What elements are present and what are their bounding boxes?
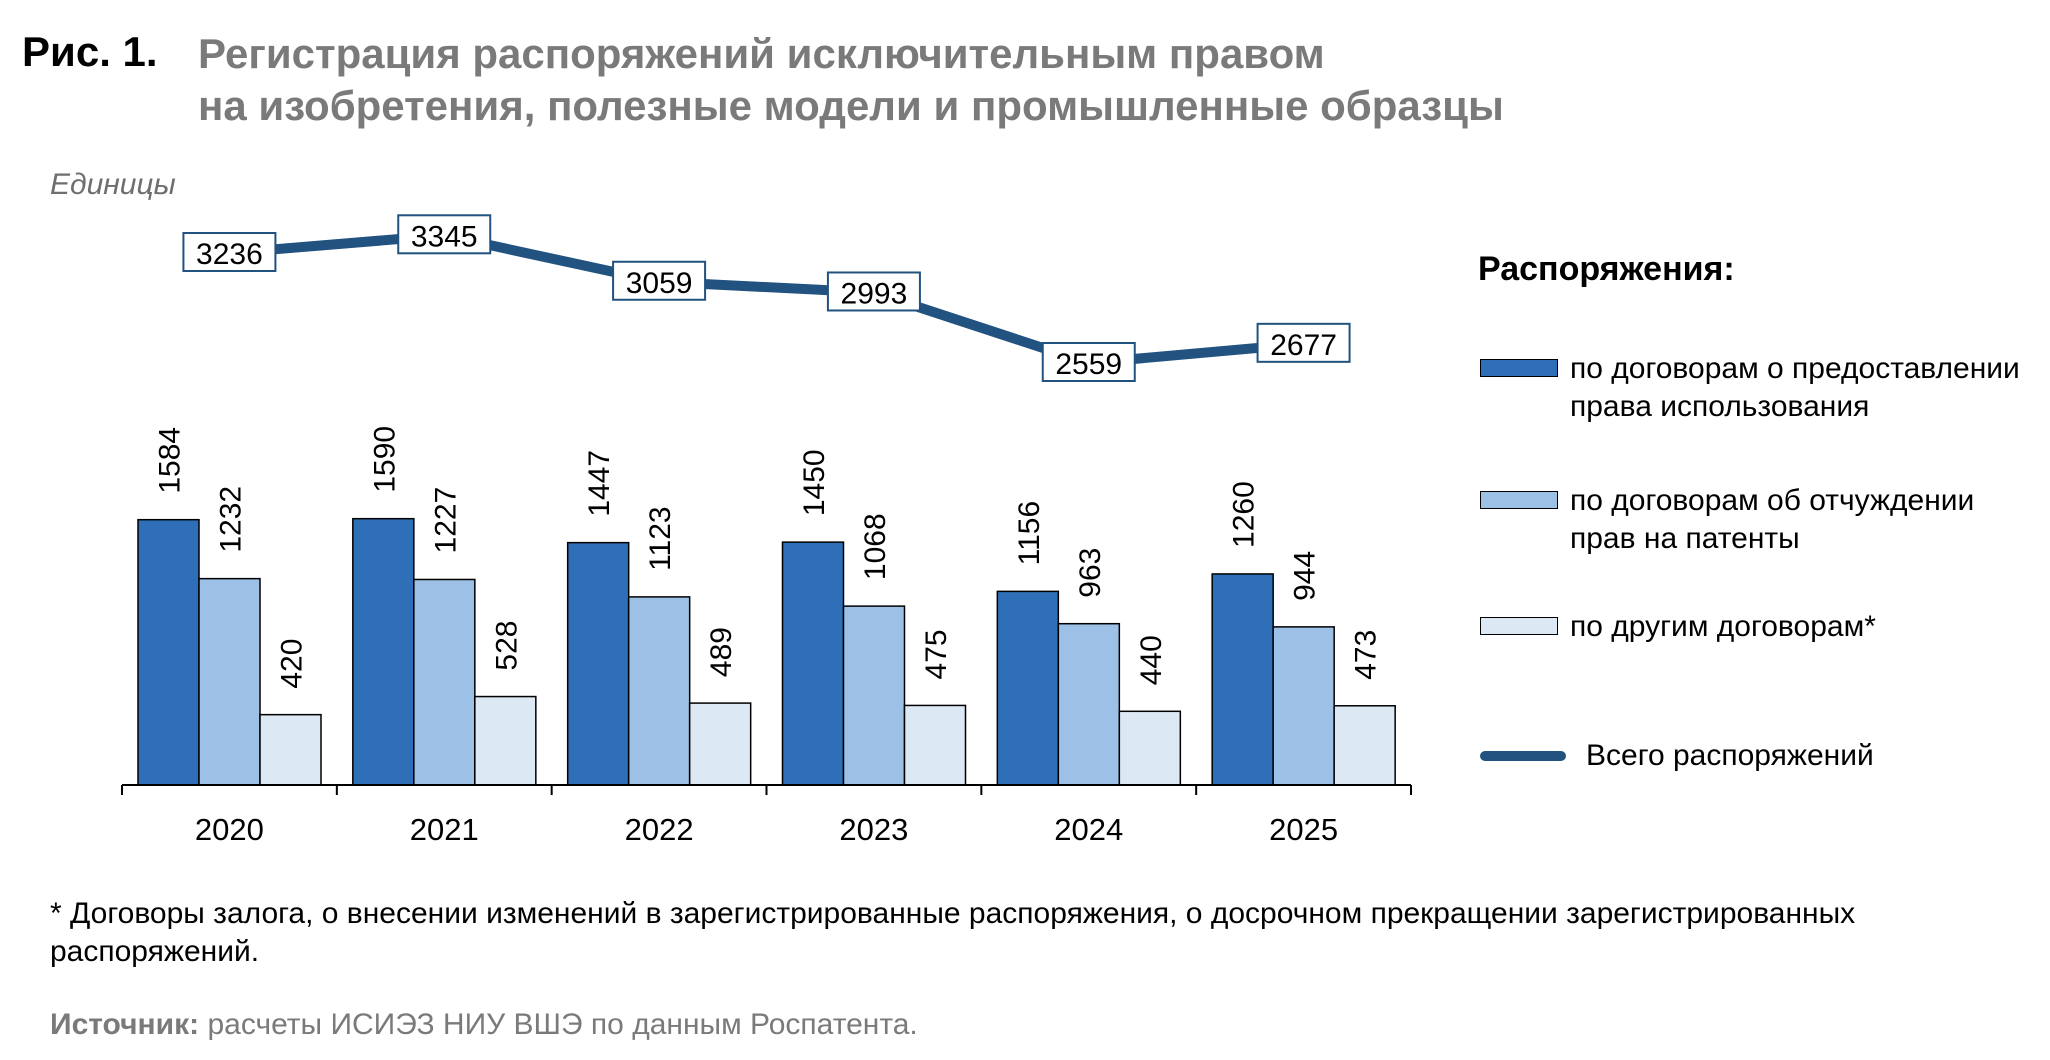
legend-swatch-total xyxy=(1480,751,1566,761)
bar-label-s3-2024: 440 xyxy=(1135,635,1168,685)
bar-label-s2-2024: 963 xyxy=(1074,548,1107,598)
bar-label-s2-2022: 1123 xyxy=(644,506,677,571)
x-tick-label-2020: 2020 xyxy=(195,812,264,847)
bar-label-s3-2022: 489 xyxy=(705,627,738,677)
total-label-2023: 2993 xyxy=(841,277,908,310)
bar-s3-2021 xyxy=(474,695,537,786)
x-tick-label-2021: 2021 xyxy=(410,812,479,847)
x-tick-label-2025: 2025 xyxy=(1269,812,1338,847)
bar-s3-2023 xyxy=(903,704,967,786)
bar-label-s3-2020: 420 xyxy=(276,639,309,689)
bar-s1-2024 xyxy=(996,590,1060,786)
bar-s1-2025 xyxy=(1211,573,1274,786)
legend-swatch-alienation xyxy=(1480,491,1558,509)
chart-plot: 1584 1590 1447 1450 1156 1260 1232 1227 1123 1068… xyxy=(121,214,1412,847)
total-label-box-2023 xyxy=(826,271,921,312)
figure-title-line-1: Регистрация распоряжений исключительным … xyxy=(198,30,1325,77)
bar-s1-2021 xyxy=(352,517,415,786)
source-text: расчеты ИСИЭЗ НИУ ВШЭ по данным Роспатен… xyxy=(207,1008,918,1041)
total-label-2021: 3345 xyxy=(411,220,478,253)
total-label-box-2025 xyxy=(1256,322,1351,363)
x-tick-label-2023: 2023 xyxy=(839,812,908,847)
bar-s3-2025 xyxy=(1333,705,1396,786)
bar-s1-2023 xyxy=(781,541,845,786)
bar-label-s2-2025: 944 xyxy=(1289,551,1322,601)
total-label-2020: 3236 xyxy=(196,238,263,271)
total-line xyxy=(224,230,1309,368)
bar-s2-2023 xyxy=(842,605,906,786)
bar-label-s1-2025: 1260 xyxy=(1228,481,1261,548)
units-label: Единицы xyxy=(50,168,176,201)
legend-title: Распоряжения: xyxy=(1478,250,1735,289)
bar-s3-2020 xyxy=(259,713,322,786)
bar-s2-2020 xyxy=(198,577,261,786)
legend-title-colon: : xyxy=(1723,250,1735,288)
legend-label-alienation: по договорам об отчуждении прав на патен… xyxy=(1570,484,1975,555)
bar-s1-2020 xyxy=(137,518,200,786)
bar-label-s1-2023: 1450 xyxy=(798,449,831,516)
source-label: Источник: xyxy=(50,1008,200,1041)
total-label-box-2021 xyxy=(397,214,492,255)
bar-label-s2-2021: 1227 xyxy=(429,487,462,554)
bar-s2-2024 xyxy=(1057,622,1121,786)
legend-swatch-license xyxy=(1480,359,1558,377)
bar-label-s1-2020: 1584 xyxy=(154,427,187,494)
total-label-2024: 2559 xyxy=(1055,348,1122,381)
total-label-box-2024 xyxy=(1041,342,1136,382)
legend-label-total: Всего распоряжений xyxy=(1586,739,1874,772)
legend-title-text: Распоряжения xyxy=(1478,250,1724,288)
bar-s1-2022 xyxy=(566,541,630,786)
bar-s2-2021 xyxy=(413,578,476,786)
bar-s2-2022 xyxy=(627,596,691,786)
bar-label-s2-2023: 1068 xyxy=(859,513,892,580)
bar-label-s3-2023: 475 xyxy=(920,629,953,679)
legend-label-license: по договорам о предоставлении права испо… xyxy=(1570,352,2020,423)
total-label-box-2022 xyxy=(612,260,707,301)
total-label-2025: 2677 xyxy=(1270,329,1337,362)
bar-s3-2022 xyxy=(688,702,752,786)
bar-label-s1-2022: 1447 xyxy=(583,450,616,517)
x-tick-label-2022: 2022 xyxy=(625,812,694,847)
total-label-2022: 3059 xyxy=(626,267,693,300)
bar-label-s1-2021: 1590 xyxy=(368,426,401,493)
legend-swatch-other xyxy=(1480,617,1558,635)
legend-label-other: по другим договорам* xyxy=(1570,610,1876,643)
total-label-box-2020 xyxy=(182,232,277,272)
bar-label-s2-2020: 1232 xyxy=(215,486,248,553)
footnote: * Договоры залога, о внесении изменений … xyxy=(50,897,1856,968)
bar-label-s3-2021: 528 xyxy=(490,620,523,670)
bar-s2-2025 xyxy=(1272,626,1335,786)
figure-label: Рис. 1. xyxy=(22,28,158,75)
source-note: Источник: расчеты ИСИЭЗ НИУ ВШЭ по данны… xyxy=(50,1008,918,1042)
figure-title: Регистрация распоряжений исключительным … xyxy=(198,28,1698,132)
figure-title-line-2: на изобретения, полезные модели и промыш… xyxy=(198,82,1504,129)
bar-s3-2024 xyxy=(1118,710,1182,786)
bar-label-s1-2024: 1156 xyxy=(1013,501,1046,566)
x-tick-label-2024: 2024 xyxy=(1054,812,1123,847)
bar-label-s3-2025: 473 xyxy=(1350,630,1383,680)
